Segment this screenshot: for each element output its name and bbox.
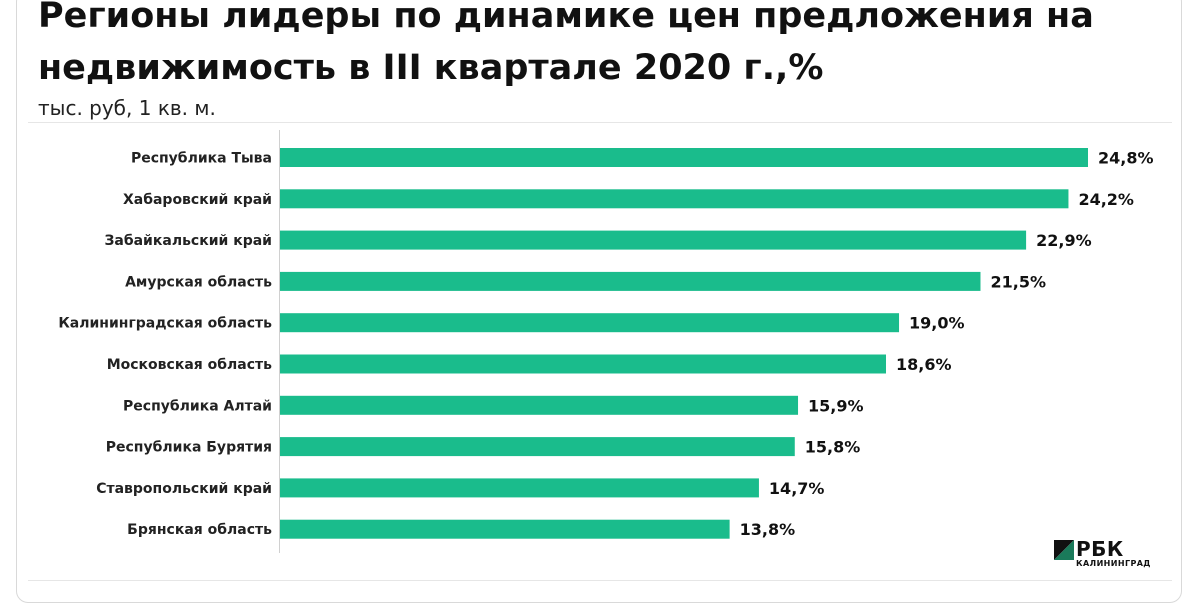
category-label: Хабаровский край [123, 192, 272, 208]
chart-card [16, 0, 1182, 603]
chart-subtitle: тыс. руб, 1 кв. м. [38, 96, 216, 120]
bar [280, 519, 730, 539]
category-label: Республика Алтай [123, 398, 272, 414]
chart-title: Регионы лидеры по динамике цен предложен… [38, 0, 1094, 88]
category-label: Калининградская область [58, 316, 272, 332]
bar [280, 271, 981, 291]
rbc-logo-mark-icon [1054, 540, 1074, 560]
bar [280, 148, 1088, 167]
bar [280, 437, 795, 457]
category-label: Республика Тыва [131, 151, 272, 167]
top-divider [28, 122, 1172, 123]
category-label: Амурская область [125, 274, 272, 290]
category-label: Брянская область [127, 522, 272, 538]
logo-subtitle: КАЛИНИНГРАД [1076, 559, 1151, 568]
logo-name: РБК [1076, 537, 1124, 561]
value-label: 15,8% [805, 438, 861, 457]
value-label: 24,8% [1098, 149, 1154, 168]
value-label: 24,2% [1078, 190, 1134, 209]
bar [280, 313, 900, 333]
rbc-logo: РБК КАЛИНИНГРАД [1054, 537, 1164, 572]
category-label: Ставропольский край [96, 481, 272, 497]
category-label: Республика Бурятия [106, 440, 272, 456]
bar [280, 354, 886, 374]
bar [280, 189, 1069, 209]
value-label: 14,7% [769, 479, 825, 498]
bar [280, 478, 759, 498]
category-label: Забайкальский край [104, 233, 272, 249]
value-label: 15,9% [808, 396, 864, 415]
bottom-divider [28, 580, 1172, 581]
value-label: 13,8% [740, 520, 796, 539]
bars-group: Республика Тыва 24,8% Хабаровский край 24,2… [58, 148, 1154, 539]
bar [280, 230, 1027, 250]
bar [280, 395, 799, 415]
value-label: 18,6% [896, 355, 952, 374]
value-label: 21,5% [990, 272, 1046, 291]
value-label: 22,9% [1036, 231, 1092, 250]
value-label: 19,0% [909, 314, 965, 333]
category-label: Московская область [107, 357, 272, 373]
